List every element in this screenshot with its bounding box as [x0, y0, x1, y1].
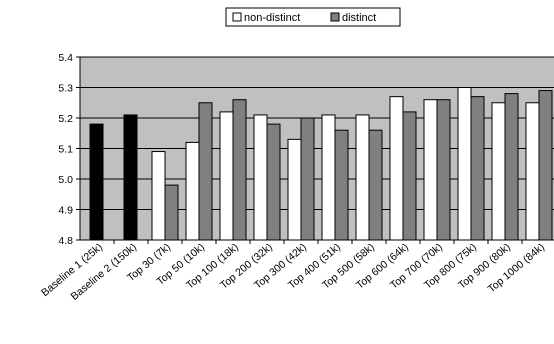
y-tick-label: 4.9: [58, 205, 73, 217]
y-tick-label: 5.0: [58, 174, 73, 186]
bar-non-distinct: [219, 111, 234, 241]
bar-distinct: [470, 96, 485, 241]
bar-distinct: [198, 102, 213, 241]
legend-label-distinct: distinct: [342, 12, 376, 24]
legend: non-distinct distinct: [225, 7, 401, 27]
bar-non-distinct: [321, 114, 336, 241]
bar-non-distinct: [525, 102, 540, 241]
bar-distinct: [538, 90, 553, 241]
legend-swatch-distinct: [330, 12, 340, 22]
bar-distinct: [436, 99, 451, 241]
bar-distinct: [164, 184, 179, 241]
y-ticks: 4.8 4.9 5.0 5.1 5.2 5.3 5.4: [58, 52, 80, 247]
legend-label-non-distinct: non-distinct: [244, 12, 300, 24]
bar-distinct: [266, 123, 281, 241]
bar-non-distinct: [287, 138, 302, 241]
bar-non-distinct: [151, 151, 166, 241]
bar-non-distinct: [253, 114, 268, 241]
bar-baseline: [89, 123, 104, 241]
y-tick-label: 5.1: [58, 144, 73, 156]
bar-distinct: [368, 129, 383, 241]
bar-baseline: [123, 114, 138, 241]
bar-distinct: [300, 117, 315, 241]
bar-distinct: [232, 99, 247, 241]
bar-non-distinct: [457, 87, 472, 241]
y-tick-label: 4.8: [58, 235, 73, 247]
bar-non-distinct: [185, 141, 200, 241]
y-tick-label: 5.2: [58, 113, 73, 125]
legend-swatch-non-distinct: [232, 12, 242, 22]
bar-non-distinct: [491, 102, 506, 241]
bar-distinct: [504, 93, 519, 241]
bar-non-distinct: [389, 96, 404, 241]
bar-non-distinct: [355, 114, 370, 241]
legend-box: [225, 7, 401, 27]
bar-distinct: [402, 111, 417, 241]
y-tick-label: 5.4: [58, 52, 73, 64]
bar-distinct: [334, 129, 349, 241]
bar-non-distinct: [423, 99, 438, 241]
y-tick-label: 5.3: [58, 83, 73, 95]
